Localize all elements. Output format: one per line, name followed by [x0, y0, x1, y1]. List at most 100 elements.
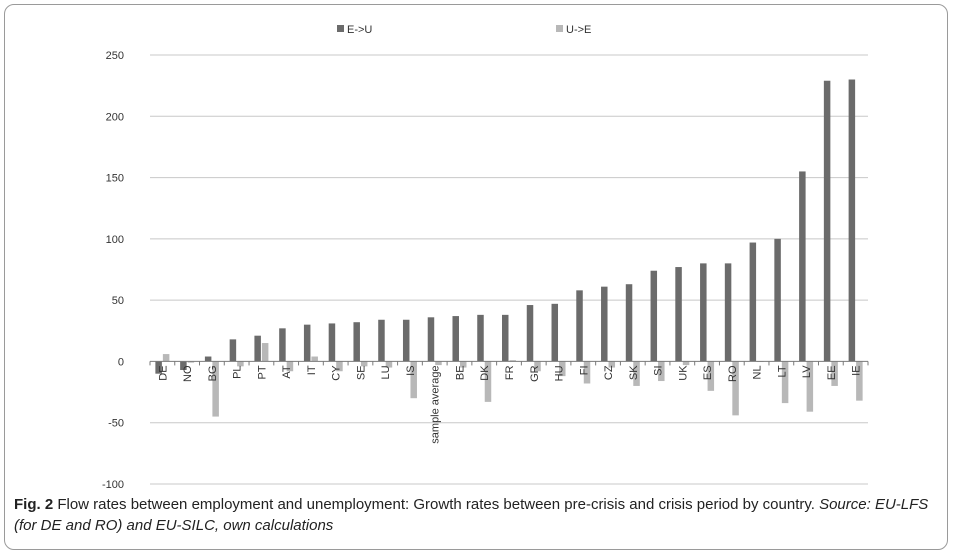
x-category-label: sample average: [430, 365, 442, 443]
bar-e-to-u: [848, 79, 856, 362]
bar-u-to-e: [459, 361, 467, 368]
x-category-label: IE: [851, 365, 863, 375]
caption-text: Flow rates between employment and unempl…: [53, 496, 820, 513]
bar-e-to-u: [402, 319, 410, 362]
bar-e-to-u: [204, 356, 212, 362]
bar-e-to-u: [551, 303, 559, 362]
x-category-label: UK: [677, 365, 689, 381]
bar-chart: -100 -50 0 50 100 150 200 250 DE NO BG PL PT AT IT CY SE…: [102, 50, 869, 490]
bar-u-to-e: [435, 361, 442, 366]
y-tick-label: 150: [106, 173, 124, 185]
bar-e-to-u: [477, 314, 484, 362]
legend-swatch-e-to-u: [337, 25, 344, 32]
x-category-label: HU: [554, 365, 566, 381]
bar-u-to-e: [707, 361, 715, 391]
bar-e-to-u: [774, 238, 781, 362]
x-category-label: AT: [281, 365, 293, 379]
bar-u-to-e: [781, 361, 789, 404]
bar-e-to-u: [254, 335, 261, 362]
legend-label-u-to-e: U->E: [566, 24, 592, 36]
x-category-label: DE: [157, 365, 169, 380]
bar-u-to-e: [484, 361, 492, 402]
bar-e-to-u: [328, 323, 336, 362]
x-category-label: LT: [776, 365, 788, 377]
x-category-label: FR: [504, 365, 516, 380]
x-category-label: NO: [182, 365, 194, 382]
bar-e-to-u: [155, 361, 162, 374]
x-category-label: ES: [702, 365, 714, 380]
bar-u-to-e: [286, 361, 294, 372]
legend-label-e-to-u: E->U: [347, 24, 373, 36]
bar-e-to-u: [700, 263, 707, 362]
bar-u-to-e: [336, 361, 343, 372]
x-category-label: DK: [479, 365, 491, 381]
figure-caption: Fig. 2 Flow rates between employment and…: [14, 494, 939, 536]
figure-frame: [4, 4, 948, 550]
x-category-label: CZ: [603, 365, 615, 380]
x-category-label: FI: [578, 365, 590, 375]
bar-u-to-e: [311, 356, 318, 362]
caption-label: Fig. 2: [14, 496, 54, 513]
bar-e-to-u: [823, 80, 831, 362]
x-category-label: IS: [405, 365, 417, 375]
bar-u-to-e: [162, 354, 170, 362]
bar-u-to-e: [509, 360, 516, 362]
y-tick-label: 50: [112, 295, 124, 307]
x-category-label: SI: [653, 365, 665, 375]
x-category-label: PT: [256, 365, 268, 379]
bar-e-to-u: [526, 305, 534, 362]
bar-u-to-e: [583, 361, 591, 384]
bar-u-to-e: [658, 361, 665, 382]
legend-swatch-u-to-e: [556, 25, 563, 32]
bar-e-to-u: [650, 270, 658, 362]
y-tick-label: 200: [106, 111, 124, 123]
bar-u-to-e: [534, 361, 541, 372]
y-tick-label: 100: [106, 234, 124, 246]
bar-e-to-u: [378, 319, 385, 362]
x-category-label: SK: [628, 365, 640, 380]
bar-e-to-u: [452, 316, 459, 362]
y-tick-label: -100: [102, 479, 124, 490]
x-category-label: LU: [380, 365, 392, 379]
bar-e-to-u: [799, 171, 806, 362]
bar-u-to-e: [856, 361, 863, 401]
bar-u-to-e: [237, 361, 244, 367]
legend-item-u-to-e: U->E: [556, 24, 591, 36]
y-tick-label: -50: [108, 418, 124, 430]
x-category-label: SE: [355, 365, 367, 380]
bar-u-to-e: [806, 361, 814, 412]
caption-source: Source: EU-LFS (for DE and RO) and EU-SI…: [14, 496, 929, 534]
bar-e-to-u: [180, 361, 187, 371]
bar-u-to-e: [261, 343, 269, 362]
bar-u-to-e: [831, 361, 838, 386]
bar-e-to-u: [502, 314, 509, 362]
x-category-label: EE: [826, 365, 838, 380]
bar-e-to-u: [303, 324, 311, 362]
x-category-label: CY: [331, 365, 343, 381]
bar-u-to-e: [633, 361, 640, 386]
bar-u-to-e: [559, 361, 566, 377]
x-category-label: NL: [752, 365, 764, 379]
bar-u-to-e: [732, 361, 739, 416]
legend-item-e-to-u: E->U: [337, 24, 372, 36]
bar-e-to-u: [675, 267, 682, 362]
y-tick-label: 0: [118, 356, 124, 368]
bar-e-to-u: [229, 339, 237, 362]
x-category-label: BE: [454, 365, 466, 380]
bar-u-to-e: [360, 361, 368, 367]
x-category-label: BG: [207, 365, 219, 381]
bar-u-to-e: [682, 361, 690, 366]
bar-u-to-e: [187, 361, 195, 363]
bar-e-to-u: [427, 317, 435, 362]
y-tick-label: 250: [106, 50, 124, 62]
x-category-label: LV: [801, 365, 813, 378]
bar-e-to-u: [279, 328, 286, 362]
bar-e-to-u: [353, 322, 360, 362]
bar-e-to-u: [625, 284, 633, 362]
bar-e-to-u: [749, 242, 757, 362]
x-category-label: PL: [232, 365, 244, 378]
x-category-label: IT: [306, 365, 318, 375]
bar-u-to-e: [212, 361, 219, 417]
bar-u-to-e: [385, 361, 393, 368]
bar-u-to-e: [608, 361, 616, 368]
